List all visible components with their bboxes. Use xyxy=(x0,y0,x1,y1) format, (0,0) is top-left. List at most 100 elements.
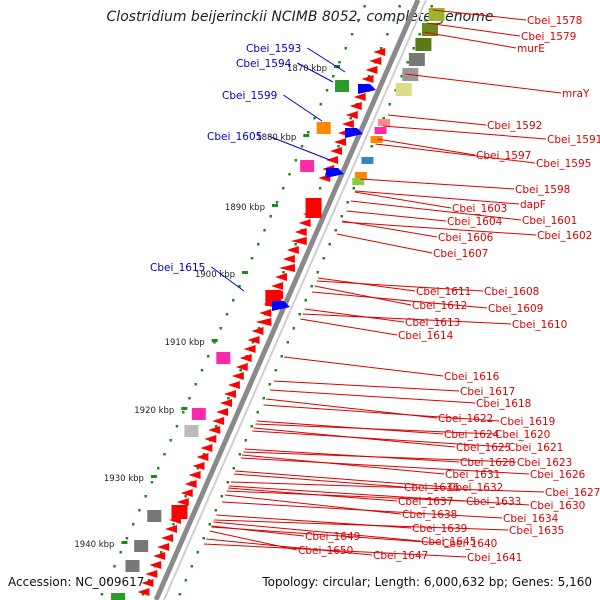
tick-dot-right xyxy=(316,271,319,274)
scale-tick-mark xyxy=(181,407,188,410)
tick-dot-outer xyxy=(200,369,204,372)
tick-dot-inner xyxy=(337,145,340,148)
tick-dot-outer xyxy=(363,5,366,8)
label-reverse-gene: Cbei_1613 xyxy=(405,317,460,329)
label-reverse-gene: Cbei_1604 xyxy=(447,216,503,228)
gene-block xyxy=(316,122,331,134)
tick-dot-right xyxy=(412,47,415,50)
tick-dot-right xyxy=(292,327,296,330)
label-leader-reverse xyxy=(240,457,530,475)
tick-dot-outer xyxy=(294,159,298,162)
label-reverse-gene: Cbei_1578 xyxy=(527,15,582,27)
label-leader-reverse xyxy=(427,22,521,37)
label-leader-reverse xyxy=(213,521,421,542)
gene-block-outer xyxy=(354,172,367,179)
label-leader-reverse xyxy=(227,487,398,502)
label-leader-reverse xyxy=(375,143,536,164)
tick-dot-right xyxy=(334,229,337,232)
label-leader-reverse xyxy=(302,313,512,325)
scale-tick-mark xyxy=(150,475,157,478)
tick-dot-outer xyxy=(344,47,348,50)
cds-reverse-arrow xyxy=(282,255,295,263)
tick-dot-outer xyxy=(257,243,260,246)
tick-dot-outer xyxy=(319,103,323,106)
label-reverse-gene: Cbei_1623 xyxy=(517,457,572,469)
gene-block-outer xyxy=(374,127,387,134)
tick-dot-outer xyxy=(163,453,166,456)
label-reverse-gene: Cbei_1640 xyxy=(442,538,497,550)
label-leader-reverse xyxy=(216,514,412,529)
backbone-inner-edge xyxy=(163,0,427,600)
label-reverse-gene: Cbei_1603 xyxy=(452,203,507,215)
label-reverse-gene: Cbei_1614 xyxy=(398,330,454,342)
label-reverse-gene: Cbei_1595 xyxy=(536,158,591,170)
label-reverse-gene: Cbei_1645 xyxy=(421,536,476,548)
tick-dot-right xyxy=(286,341,290,344)
tick-dot-inner xyxy=(380,47,383,50)
label-leader-reverse xyxy=(300,318,398,336)
label-leader-reverse xyxy=(405,73,562,94)
cds-reverse-arrow xyxy=(298,219,311,227)
gene-block xyxy=(111,593,126,600)
gene-block-outer xyxy=(370,136,383,143)
gene-block xyxy=(184,425,199,437)
tick-dot-right xyxy=(370,145,373,148)
label-leader-reverse xyxy=(211,525,305,537)
topology-text: Topology: circular; Length: 6,000,632 bp… xyxy=(262,575,592,589)
tick-dot-outer xyxy=(206,355,210,358)
tick-dot-outer xyxy=(100,593,104,596)
tick-dot-right xyxy=(238,453,242,456)
tick-dot-right xyxy=(220,495,224,498)
label-leader-reverse xyxy=(226,490,466,502)
tick-dot-inner xyxy=(172,523,175,526)
cds-forward-arrow xyxy=(345,128,363,138)
cds-reverse-arrow xyxy=(149,561,162,569)
label-reverse-gene: Cbei_1641 xyxy=(467,552,522,564)
gene-block xyxy=(335,80,350,92)
cds-reverse-arrow xyxy=(345,111,358,119)
gene-block xyxy=(147,510,162,522)
label-reverse-gene: Cbei_1619 xyxy=(500,416,555,428)
tick-dot-outer xyxy=(250,257,254,260)
cds-reverse-arrow xyxy=(247,336,260,344)
label-leader-forward xyxy=(211,266,245,292)
cds-reverse-arrow xyxy=(196,453,209,461)
cds-reverse-arrow xyxy=(353,93,366,101)
tick-dot-right xyxy=(214,509,218,512)
tick-dot-right xyxy=(430,5,433,8)
label-leader-forward xyxy=(307,47,346,73)
label-reverse-gene: Cbei_1622 xyxy=(438,413,493,425)
label-reverse-gene: Cbei_1627 xyxy=(545,487,600,499)
cds-reverse-arrow xyxy=(153,552,166,560)
label-leader-reverse xyxy=(317,277,416,292)
cds-reverse-arrow xyxy=(137,588,150,596)
tick-dot-right xyxy=(178,593,182,596)
label-leader-forward xyxy=(297,62,334,83)
label-leader-reverse xyxy=(387,114,487,126)
cds-reverse-arrow xyxy=(223,390,236,398)
cds-reverse-arrow xyxy=(333,138,346,146)
tick-dot-inner xyxy=(239,369,242,372)
label-forward-gene: Cbei_1599 xyxy=(222,90,277,102)
tick-dot-inner xyxy=(367,75,371,78)
tick-dot-outer xyxy=(106,579,110,582)
label-forward-gene: Cbei_1615 xyxy=(150,262,205,274)
tick-dot-inner xyxy=(214,425,218,428)
cds-reverse-arrow xyxy=(373,48,386,56)
tick-dot-outer xyxy=(213,341,216,344)
tick-dot-right xyxy=(424,19,427,22)
scale-label: 1910 kbp xyxy=(165,338,205,348)
tick-dot-right xyxy=(190,565,194,568)
label-leader-reverse xyxy=(316,280,484,292)
tick-dot-right xyxy=(232,467,236,470)
gene-block-outer xyxy=(408,53,425,66)
tick-dot-right xyxy=(256,411,260,414)
cds-reverse-arrow xyxy=(176,498,189,506)
label-reverse-gene: Cbei_1602 xyxy=(537,230,592,242)
label-reverse-gene: Cbei_1601 xyxy=(522,215,577,227)
label-reverse-gene: Cbei_1631 xyxy=(445,469,500,481)
backbone-circle xyxy=(153,0,421,600)
tick-dot-right xyxy=(202,537,206,540)
cds-reverse-block xyxy=(171,505,188,519)
tick-dot-outer xyxy=(225,313,229,316)
